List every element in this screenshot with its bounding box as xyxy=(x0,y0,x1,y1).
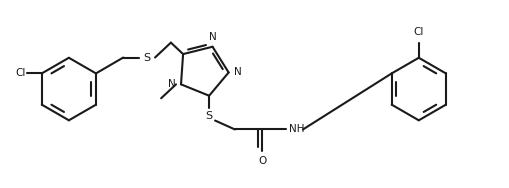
Text: N: N xyxy=(209,32,216,42)
Text: NH: NH xyxy=(289,124,304,134)
Text: S: S xyxy=(144,52,151,63)
Text: N: N xyxy=(168,79,176,89)
Text: Cl: Cl xyxy=(414,27,424,37)
Text: N: N xyxy=(234,67,241,77)
Text: Cl: Cl xyxy=(15,68,25,78)
Text: O: O xyxy=(258,156,266,166)
Text: S: S xyxy=(206,111,213,121)
